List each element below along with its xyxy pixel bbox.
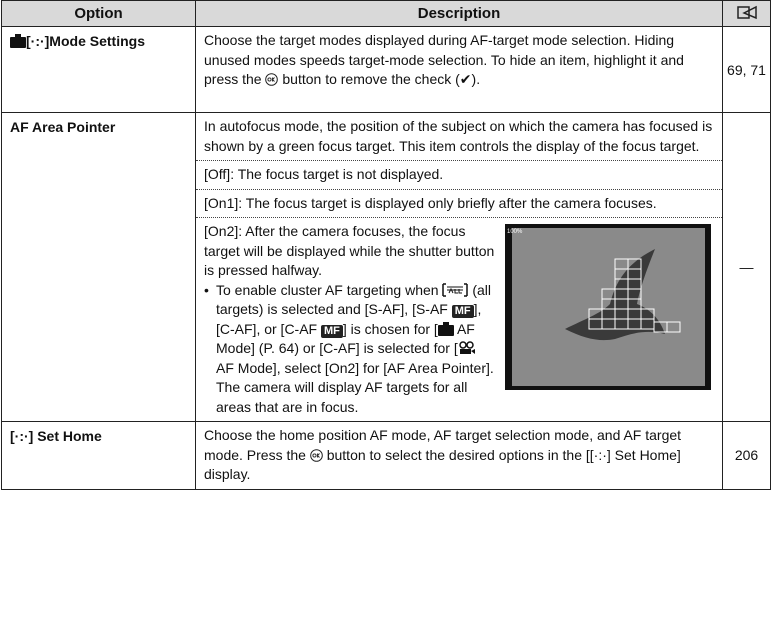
description-cell: Choose the target modes displayed during… [195, 26, 723, 113]
text: AF Mode] (P. 64) or [C-AF] is selected f… [216, 320, 475, 357]
on2-option: 100% [On2]: After the camera focuses, th… [196, 218, 722, 421]
option-cell: [·:·]Mode Settings [1, 26, 196, 113]
mf-badge: MF [451, 305, 474, 318]
text: (all targets) is selected and [S-AF], [S… [216, 281, 492, 318]
row: AF Area Pointer In autofocus mode, the p… [1, 112, 771, 422]
bullet: • To enable cluster AF targeting when (a… [204, 281, 495, 418]
bullet-text: To enable cluster AF targeting when (all… [216, 281, 495, 418]
description: Choose the target modes displayed during… [196, 27, 722, 94]
ok-icon [310, 448, 323, 462]
on1-option: [On1]: The focus target is displayed onl… [196, 190, 722, 218]
row: [·:·] Set Home Choose the home position … [1, 421, 771, 490]
screen-image: 100% [505, 224, 711, 390]
header-cell: Option [1, 0, 196, 27]
settings-table: Option Description [·:·]Mode Settings Ch… [1, 0, 771, 490]
ok-icon [265, 73, 279, 86]
text: ], [C-AF], or [C-AF [216, 301, 482, 337]
header-row: Option Description [1, 0, 771, 27]
ref-cell: — [722, 112, 771, 422]
text: ] is chosen for [ [342, 320, 438, 337]
ref-cell: 69, 71 [722, 26, 771, 113]
description-cell: In autofocus mode, the position of the s… [195, 112, 723, 422]
mf-badge: MF [321, 324, 343, 338]
bullet-dot: • [204, 281, 209, 298]
image-label: 100% [507, 229, 523, 235]
description: Choose the home position AF mode, AF tar… [196, 422, 722, 489]
reference-icon [736, 5, 757, 19]
row: [·:·]Mode Settings Choose the target mod… [1, 26, 771, 113]
text: button to remove the check (✔). [278, 71, 481, 87]
camera-icon [10, 34, 26, 48]
option-cell: AF Area Pointer [1, 112, 196, 422]
header-cell: Description [195, 0, 723, 27]
off-option: [Off]: The focus target is not displayed… [196, 161, 722, 190]
text: To enable cluster AF targeting when [216, 281, 443, 298]
option-text: [·:·]Mode Settings [26, 33, 145, 49]
intro: In autofocus mode, the position of the s… [196, 113, 722, 161]
text: Choose the target modes displayed during… [204, 32, 684, 87]
camera-icon [437, 321, 454, 336]
ref-cell: 206 [722, 421, 771, 490]
option-cell: [·:·] Set Home [1, 421, 196, 490]
text: Choose the home position AF mode, AF tar… [204, 427, 682, 463]
text: AF Mode], select [On2] for [AF Area Poin… [216, 359, 494, 415]
all-targets-icon [442, 282, 469, 297]
description-cell: Choose the home position AF mode, AF tar… [195, 421, 723, 490]
on2-text: [On2]: After the camera focuses, the foc… [204, 223, 495, 278]
text: button to select the desired options in … [204, 446, 681, 483]
ref-icon-cell [722, 0, 771, 27]
movie-icon [458, 341, 475, 354]
